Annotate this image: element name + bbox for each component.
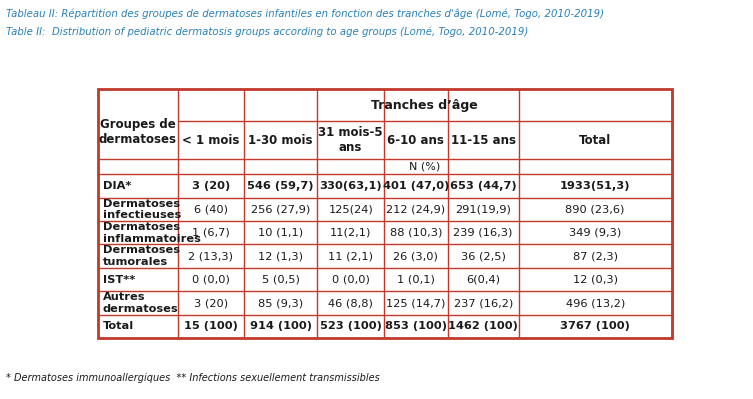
Text: Total: Total — [102, 322, 134, 332]
Text: Dermatoses
inflammatoires: Dermatoses inflammatoires — [102, 222, 200, 243]
Text: 1933(51,3): 1933(51,3) — [560, 181, 630, 191]
Text: 853 (100): 853 (100) — [385, 322, 447, 332]
Text: Dermatoses
infectieuses: Dermatoses infectieuses — [102, 199, 181, 220]
Text: 12 (1,3): 12 (1,3) — [258, 251, 303, 261]
Text: 212 (24,9): 212 (24,9) — [386, 204, 445, 214]
Text: 330(63,1): 330(63,1) — [319, 181, 382, 191]
Text: N (%): N (%) — [409, 162, 441, 172]
Text: 15 (100): 15 (100) — [184, 322, 238, 332]
Text: 3 (20): 3 (20) — [191, 181, 230, 191]
Text: 401 (47,0): 401 (47,0) — [383, 181, 449, 191]
Text: 653 (44,7): 653 (44,7) — [450, 181, 517, 191]
Text: Tableau II: Répartition des groupes de dermatoses infantiles en fonction des tra: Tableau II: Répartition des groupes de d… — [6, 9, 604, 19]
Text: 890 (23,6): 890 (23,6) — [566, 204, 625, 214]
Text: 256 (27,9): 256 (27,9) — [251, 204, 310, 214]
Text: 1 (0,1): 1 (0,1) — [397, 275, 434, 284]
Text: IST**: IST** — [102, 275, 135, 284]
Text: 31 mois-5
ans: 31 mois-5 ans — [319, 126, 383, 154]
Text: 291(19,9): 291(19,9) — [456, 204, 511, 214]
Text: 1-30 mois: 1-30 mois — [248, 134, 312, 146]
Text: 11 (2,1): 11 (2,1) — [328, 251, 373, 261]
Text: DIA*: DIA* — [102, 181, 131, 191]
Text: 11(2,1): 11(2,1) — [330, 228, 371, 238]
Text: 523 (100): 523 (100) — [320, 322, 382, 332]
Text: 88 (10,3): 88 (10,3) — [389, 228, 442, 238]
Text: Table II:  Distribution of pediatric dermatosis groups according to age groups (: Table II: Distribution of pediatric derm… — [6, 26, 529, 37]
Text: 496 (13,2): 496 (13,2) — [566, 298, 625, 308]
Text: 237 (16,2): 237 (16,2) — [453, 298, 513, 308]
Text: 125 (14,7): 125 (14,7) — [386, 298, 446, 308]
Text: 5 (0,5): 5 (0,5) — [261, 275, 300, 284]
Bar — [98, 89, 672, 338]
Text: 6 (40): 6 (40) — [194, 204, 227, 214]
Text: < 1 mois: < 1 mois — [182, 134, 239, 146]
Text: Tranches d’âge: Tranches d’âge — [371, 99, 478, 112]
Text: 3 (20): 3 (20) — [194, 298, 228, 308]
Text: 0 (0,0): 0 (0,0) — [192, 275, 230, 284]
Text: 26 (3,0): 26 (3,0) — [393, 251, 438, 261]
Text: 1 (6,7): 1 (6,7) — [192, 228, 230, 238]
Text: 87 (2,3): 87 (2,3) — [573, 251, 617, 261]
Text: 10 (1,1): 10 (1,1) — [258, 228, 303, 238]
Text: 546 (59,7): 546 (59,7) — [247, 181, 314, 191]
Text: Total: Total — [579, 134, 611, 146]
Text: 46 (8,8): 46 (8,8) — [328, 298, 373, 308]
Text: Groupes de
dermatoses: Groupes de dermatoses — [99, 118, 177, 146]
Text: 12 (0,3): 12 (0,3) — [573, 275, 617, 284]
Text: 2 (13,3): 2 (13,3) — [188, 251, 233, 261]
Text: 239 (16,3): 239 (16,3) — [453, 228, 513, 238]
Text: 85 (9,3): 85 (9,3) — [258, 298, 303, 308]
Text: 0 (0,0): 0 (0,0) — [332, 275, 370, 284]
Text: 6-10 ans: 6-10 ans — [387, 134, 444, 146]
Text: 349 (9,3): 349 (9,3) — [569, 228, 621, 238]
Text: 11-15 ans: 11-15 ans — [451, 134, 516, 146]
Text: 1462 (100): 1462 (100) — [448, 322, 518, 332]
Text: 125(24): 125(24) — [328, 204, 373, 214]
Text: * Dermatoses immunoallergiques  ** Infections sexuellement transmissibles: * Dermatoses immunoallergiques ** Infect… — [6, 373, 380, 383]
Text: 914 (100): 914 (100) — [249, 322, 312, 332]
Text: Dermatoses
tumorales: Dermatoses tumorales — [102, 245, 180, 267]
Text: 36 (2,5): 36 (2,5) — [461, 251, 505, 261]
Text: Autres
dermatoses: Autres dermatoses — [102, 292, 178, 314]
Text: 6(0,4): 6(0,4) — [466, 275, 500, 284]
Text: 3767 (100): 3767 (100) — [560, 322, 630, 332]
